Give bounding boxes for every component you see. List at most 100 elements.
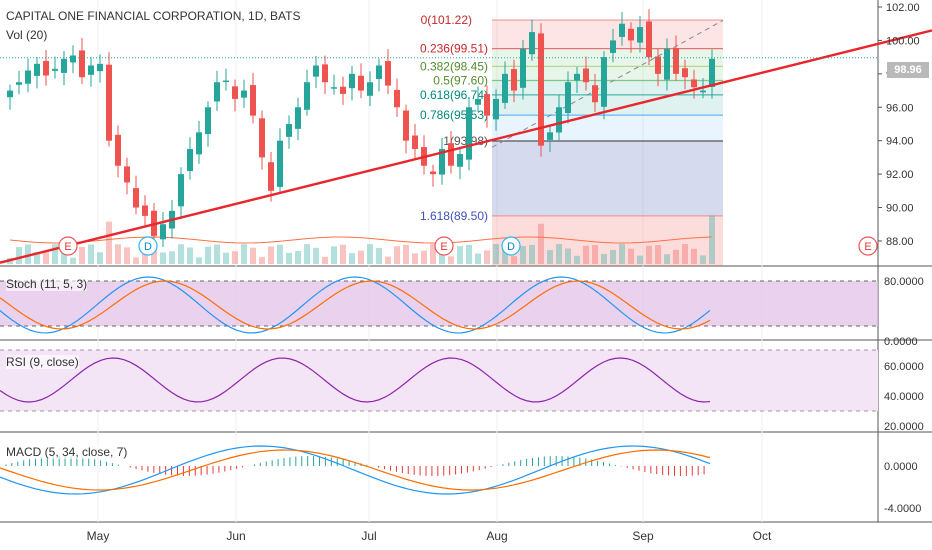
- dividend-marker: [138, 236, 158, 256]
- candle-body: [538, 33, 544, 146]
- volume-bar: [70, 257, 76, 264]
- candle-body: [574, 73, 580, 81]
- volume-bar: [475, 253, 481, 264]
- candle-body: [475, 98, 481, 105]
- candle-body: [277, 140, 283, 187]
- month-label: Jun: [226, 529, 245, 543]
- candle-body: [376, 65, 382, 79]
- price-axis: 102.00100.0098.0096.0094.0092.0090.0088.…: [878, 2, 920, 248]
- fib-level-label: 1.618(89.50): [420, 209, 488, 223]
- candle-body: [7, 90, 13, 98]
- fib-zone: [492, 66, 723, 81]
- candle-body: [88, 65, 94, 75]
- candle-body: [106, 64, 112, 141]
- fib-zone: [492, 115, 723, 142]
- volume-bar: [583, 245, 589, 264]
- volume-bar: [574, 255, 580, 264]
- dividend-marker: [501, 236, 521, 256]
- volume-bar: [502, 248, 508, 264]
- volume-bar: [637, 255, 643, 264]
- macd-label: MACD (5, 34, close, 7): [6, 445, 128, 459]
- volume-bar: [205, 246, 211, 264]
- last-price-tag: 98.96: [887, 62, 929, 78]
- candle-body: [556, 107, 562, 133]
- candle-body: [691, 79, 697, 88]
- volume-bar: [394, 246, 400, 264]
- candle-body: [493, 98, 499, 120]
- candle-body: [628, 28, 634, 41]
- rsi-line: [0, 357, 711, 403]
- month-label: Sep: [632, 529, 654, 543]
- volume-bar: [214, 244, 220, 264]
- volume-bar: [97, 252, 103, 264]
- volume-bar: [331, 246, 337, 264]
- earnings-marker: [434, 236, 454, 256]
- volume-bar: [250, 247, 256, 264]
- volume-bar: [133, 257, 139, 264]
- marker-label: E: [864, 241, 871, 253]
- candle-body: [412, 135, 418, 150]
- volume-label: Vol (20): [6, 28, 48, 42]
- price-tick-label: 92.00: [886, 169, 914, 181]
- candle-body: [250, 85, 256, 116]
- candle-body: [331, 87, 337, 89]
- candle-body: [178, 174, 184, 207]
- volume-bar: [196, 257, 202, 264]
- volume-bar: [223, 252, 229, 264]
- candle-body: [673, 47, 679, 74]
- volume-bar: [619, 244, 625, 264]
- volume-bar: [457, 246, 463, 264]
- volume-bar: [232, 251, 238, 264]
- candle-body: [70, 55, 76, 63]
- fib-zone: [492, 80, 723, 95]
- candle-body: [601, 57, 607, 107]
- candle-body: [565, 82, 571, 114]
- fib-level-label: 0(101.22): [421, 13, 472, 27]
- stoch-label: Stoch (11, 5, 3): [6, 277, 88, 291]
- candle-body: [664, 48, 670, 80]
- month-label: May: [87, 529, 110, 543]
- marker-label: E: [64, 241, 71, 253]
- candle-body: [655, 56, 661, 74]
- rsi-label: RSI (9, close): [6, 355, 79, 369]
- volume-bar: [169, 251, 175, 264]
- candle-body: [637, 27, 643, 43]
- volume-bar: [124, 247, 130, 264]
- volume-bar: [682, 244, 688, 264]
- trend-line: [0, 29, 932, 264]
- volume-bar: [565, 248, 571, 264]
- stoch-band: [0, 281, 878, 326]
- volume-bar: [106, 221, 112, 264]
- candle-body: [187, 149, 193, 172]
- volume-bar: [25, 244, 31, 264]
- volume-bar: [691, 248, 697, 264]
- candle-body: [241, 90, 247, 98]
- candle-body: [25, 70, 31, 84]
- candle-body: [52, 68, 58, 71]
- volume-bar: [376, 247, 382, 264]
- volume-bar: [286, 252, 292, 264]
- rsi-band: [0, 350, 878, 411]
- candle-body: [97, 63, 103, 72]
- volume-ma: [9, 236, 713, 244]
- candle-body: [385, 61, 391, 86]
- volume-bar: [88, 244, 94, 264]
- volume-bar: [673, 249, 679, 264]
- candle-body: [205, 107, 211, 135]
- volume-bar: [322, 256, 328, 264]
- volume-bar: [709, 215, 715, 264]
- candle-body: [61, 58, 67, 73]
- fib-trend-line: [491, 19, 724, 148]
- candle-body: [232, 86, 238, 99]
- stoch-k: [0, 276, 711, 334]
- candle-body: [160, 224, 166, 240]
- fib-zone: [492, 215, 723, 266]
- candle-body: [313, 65, 319, 77]
- volume-bar: [610, 249, 616, 264]
- candle-body: [583, 68, 589, 83]
- volume-bar: [142, 246, 148, 264]
- volume-bar: [439, 248, 445, 264]
